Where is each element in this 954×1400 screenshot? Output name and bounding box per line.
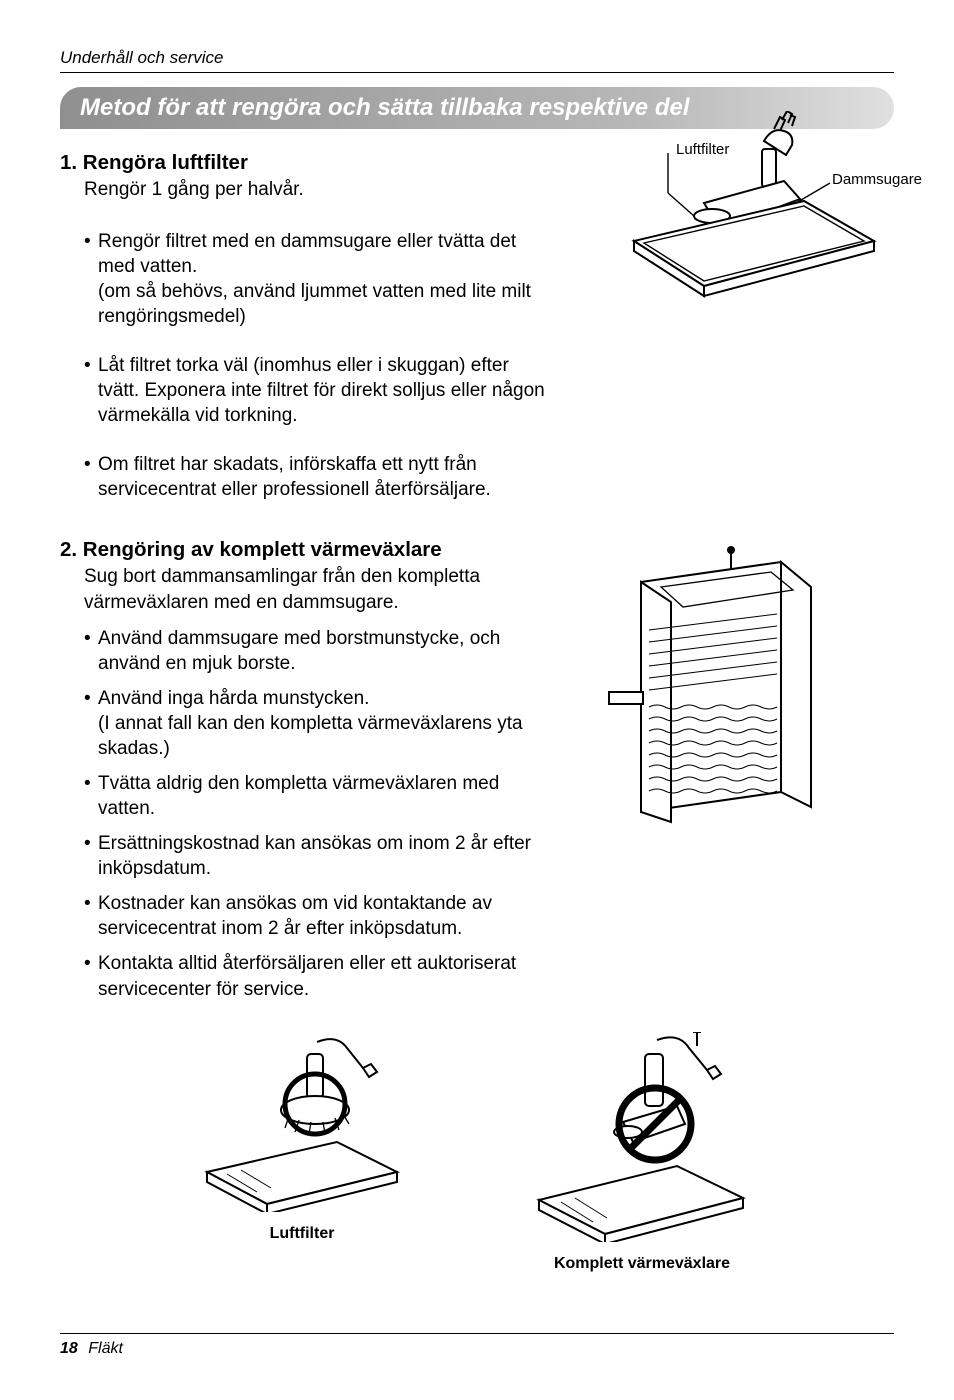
- bottom-caption-filter: Luftfilter: [197, 1225, 407, 1243]
- list-item: Kostnader kan ansökas om vid kontaktande…: [84, 891, 545, 941]
- list-item: Om filtret har skadats, införskaffa ett …: [84, 452, 545, 502]
- bullet-text: Låt filtret torka väl (inomhus eller i s…: [98, 355, 545, 426]
- bullet-note: (om så behövs, använd ljummet vatten med…: [98, 279, 545, 329]
- bottom-figures: Luftfilter: [60, 1032, 894, 1273]
- section-1-bullets: Rengör filtret med en dammsugare eller t…: [84, 229, 545, 503]
- bullet-text: Rengör filtret med en dammsugare eller t…: [98, 231, 516, 277]
- bottom-figure-heatx: Komplett värmeväxlare: [527, 1032, 757, 1273]
- section-2-heading: 2. Rengöring av komplett värmeväxlare: [60, 538, 545, 562]
- page-footer: 18 Fläkt: [60, 1333, 894, 1358]
- banner-title: Metod för att rengöra och sätta tillbaka…: [80, 94, 690, 121]
- section-2-text: 2. Rengöring av komplett värmeväxlare Su…: [60, 532, 545, 1011]
- section-1: 1. Rengöra luftfilter Rengör 1 gång per …: [60, 145, 894, 510]
- bullet-text: Ersättningskostnad kan ansökas om inom 2…: [98, 833, 531, 879]
- figure-label-vacuum: Dammsugare: [832, 171, 922, 188]
- section-1-figure-col: Luftfilter Dammsugare: [561, 145, 894, 510]
- list-item: Tvätta aldrig den kompletta värmeväxlare…: [84, 771, 545, 821]
- section-1-sub: Rengör 1 gång per halvår.: [84, 177, 545, 203]
- bullet-text: Kostnader kan ansökas om vid kontaktande…: [98, 893, 492, 939]
- bullet-text: Om filtret har skadats, införskaffa ett …: [98, 454, 491, 500]
- list-item: Ersättningskostnad kan ansökas om inom 2…: [84, 831, 545, 881]
- bottom-figure-filter: Luftfilter: [197, 1032, 407, 1273]
- section-2-figure-col: [561, 532, 894, 1011]
- bullet-text: Använd dammsugare med borstmunstycke, oc…: [98, 628, 500, 674]
- list-item: Kontakta alltid återförsäljaren eller et…: [84, 951, 545, 1001]
- list-item: Rengör filtret med en dammsugare eller t…: [84, 229, 545, 329]
- filter-vacuum-figure: Luftfilter Dammsugare: [614, 111, 904, 316]
- list-item: Låt filtret torka väl (inomhus eller i s…: [84, 353, 545, 428]
- bottom-caption-heatx: Komplett värmeväxlare: [527, 1255, 757, 1273]
- filter-brush-icon: [197, 1032, 407, 1212]
- section-2-bullets: Använd dammsugare med borstmunstycke, oc…: [84, 626, 545, 1002]
- bullet-text: Använd inga hårda munstycken.: [98, 688, 369, 709]
- section-2-sub: Sug bort dammansamlingar från den komple…: [84, 564, 545, 615]
- list-item: Använd inga hårda munstycken. (I annat f…: [84, 686, 545, 761]
- heat-exchanger-figure: [571, 542, 894, 837]
- section-1-heading: 1. Rengöra luftfilter: [60, 151, 545, 175]
- footer-title: Fläkt: [88, 1340, 123, 1357]
- figure-label-filter: Luftfilter: [676, 141, 729, 158]
- running-header: Underhåll och service: [60, 48, 894, 73]
- section-1-text: 1. Rengöra luftfilter Rengör 1 gång per …: [60, 145, 545, 510]
- list-item: Använd dammsugare med borstmunstycke, oc…: [84, 626, 545, 676]
- page-number: 18: [60, 1340, 78, 1357]
- bullet-text: Tvätta aldrig den kompletta värmeväxlare…: [98, 773, 499, 819]
- section-2: 2. Rengöring av komplett värmeväxlare Su…: [60, 532, 894, 1011]
- bullet-text: Kontakta alltid återförsäljaren eller et…: [98, 953, 516, 999]
- bullet-note: (I annat fall kan den kompletta värmeväx…: [98, 711, 545, 761]
- heatx-no-icon: [527, 1032, 757, 1242]
